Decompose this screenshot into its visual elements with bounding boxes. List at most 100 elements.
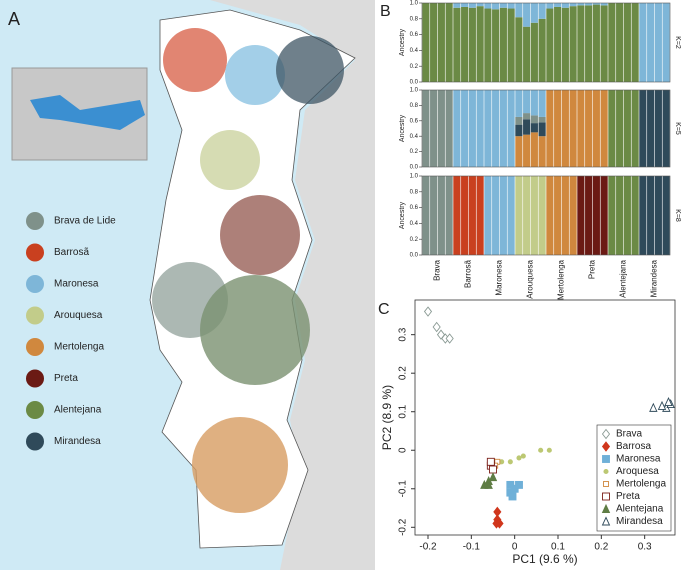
ancestry-bar xyxy=(592,3,600,5)
ancestry-bar xyxy=(623,90,631,167)
point xyxy=(432,321,441,333)
panel-k-label: K=2 xyxy=(674,36,681,49)
ancestry-bar xyxy=(499,176,507,255)
y-tick-label: 0.4 xyxy=(410,134,419,140)
legend-marker xyxy=(602,455,610,463)
legend-label: Mertolenga xyxy=(54,342,104,353)
legend-label: Mirandesa xyxy=(54,436,101,447)
ancestry-bar xyxy=(515,3,523,18)
plot-frame xyxy=(421,89,671,168)
point xyxy=(492,518,501,529)
ancestry-bar xyxy=(662,90,670,167)
x-tick-label: Alentejana xyxy=(619,259,628,297)
ancestry-bar xyxy=(492,90,500,167)
ancestry-bar xyxy=(647,3,655,82)
x-tick-label: Arouquesa xyxy=(526,259,535,298)
ancestry-bar xyxy=(507,176,515,255)
ancestry-bar xyxy=(577,3,585,6)
point xyxy=(649,402,658,412)
ancestry-bar xyxy=(515,136,523,167)
ancestry-bar xyxy=(631,90,639,167)
x-tick-label: Mirandesa xyxy=(650,259,659,297)
y-tick-label: 0.6 xyxy=(410,32,419,38)
ancestry-bar xyxy=(430,176,438,255)
ancestry-bar xyxy=(523,3,531,27)
ancestry-bar xyxy=(569,176,577,255)
legend-label: Brava de Lide xyxy=(54,216,116,227)
ancestry-bar xyxy=(461,176,469,255)
y-tick-label: -0.2 xyxy=(398,518,409,536)
ancestry-bar xyxy=(561,176,569,255)
ancestry-bar xyxy=(422,90,430,167)
ancestry-bar xyxy=(538,122,546,137)
y-tick-label: 0.3 xyxy=(398,327,409,341)
ancestry-bar xyxy=(577,176,585,255)
ancestry-bar xyxy=(546,3,554,9)
ancestry-bar xyxy=(468,176,476,255)
ancestry-bar xyxy=(585,90,593,167)
point xyxy=(445,333,454,344)
ancestry-bar xyxy=(530,22,538,82)
x-tick-label: 0.3 xyxy=(638,542,652,553)
ancestry-bar xyxy=(461,90,469,167)
y-tick-label: 0.2 xyxy=(410,149,419,155)
ancestry-bar xyxy=(453,3,461,8)
ancestry-bar xyxy=(546,90,554,167)
legend-label: Alentejana xyxy=(54,405,102,416)
ancestry-bar xyxy=(468,90,476,167)
ancestry-bar xyxy=(639,90,647,167)
ancestry-bar xyxy=(461,3,469,7)
y-tick-label: 0.8 xyxy=(410,103,419,109)
x-tick-label: 0.1 xyxy=(551,542,565,553)
y-axis-label: Ancestry xyxy=(399,114,406,142)
ancestry-bar xyxy=(577,90,585,167)
legend-label: Alentejana xyxy=(616,504,664,515)
ancestry-bar xyxy=(530,132,538,167)
ancestry-bar xyxy=(538,176,546,255)
ancestry-bar xyxy=(530,123,538,133)
y-axis-label: Ancestry xyxy=(399,28,406,56)
ancestry-bar xyxy=(654,3,662,82)
ancestry-bar xyxy=(631,3,639,82)
y-tick-label: -0.1 xyxy=(398,480,409,498)
y-tick-label: 1.0 xyxy=(410,88,419,94)
region-barrosa xyxy=(163,28,227,92)
region-arouquesa xyxy=(200,130,260,190)
ancestry-bar xyxy=(530,115,538,124)
legend-label: Brava xyxy=(616,429,643,440)
ancestry-bar xyxy=(476,176,484,255)
x-tick-label: Maronesa xyxy=(495,259,504,295)
ancestry-bar xyxy=(453,176,461,255)
legend-swatch xyxy=(26,369,44,388)
y-tick-label: 0.6 xyxy=(410,205,419,211)
x-tick-label: -0.1 xyxy=(463,542,481,553)
legend-label: Maronesa xyxy=(54,279,99,290)
ancestry-bar xyxy=(538,18,546,82)
legend-label: Aroquesa xyxy=(616,466,659,477)
ancestry-bar xyxy=(468,3,476,8)
point xyxy=(546,447,552,453)
ancestry-bar xyxy=(647,176,655,255)
legend-marker xyxy=(603,468,609,475)
ancestry-bar xyxy=(507,90,515,167)
ancestry-bar xyxy=(437,90,445,167)
y-tick-label: 0.0 xyxy=(410,253,419,259)
legend-swatch xyxy=(26,306,44,325)
ancestry-bar xyxy=(592,176,600,255)
legend-label: Barrosa xyxy=(616,441,651,452)
y-tick-label: 0.2 xyxy=(410,64,419,70)
ancestry-bar xyxy=(662,3,670,82)
y-tick-label: 1.0 xyxy=(410,174,419,180)
ancestry-bar xyxy=(445,3,453,82)
ancestry-bar xyxy=(639,3,647,82)
ancestry-bar xyxy=(523,113,531,120)
region-mirandesa xyxy=(276,36,344,104)
legend-label: Mertolenga xyxy=(616,479,666,490)
ancestry-bar xyxy=(499,3,507,8)
ancestry-bar xyxy=(430,3,438,82)
x-tick-label: Brava xyxy=(433,259,442,280)
ancestry-bar xyxy=(530,90,538,116)
ancestry-bar xyxy=(523,134,531,167)
spain xyxy=(210,0,375,570)
legend-swatch xyxy=(26,432,44,451)
